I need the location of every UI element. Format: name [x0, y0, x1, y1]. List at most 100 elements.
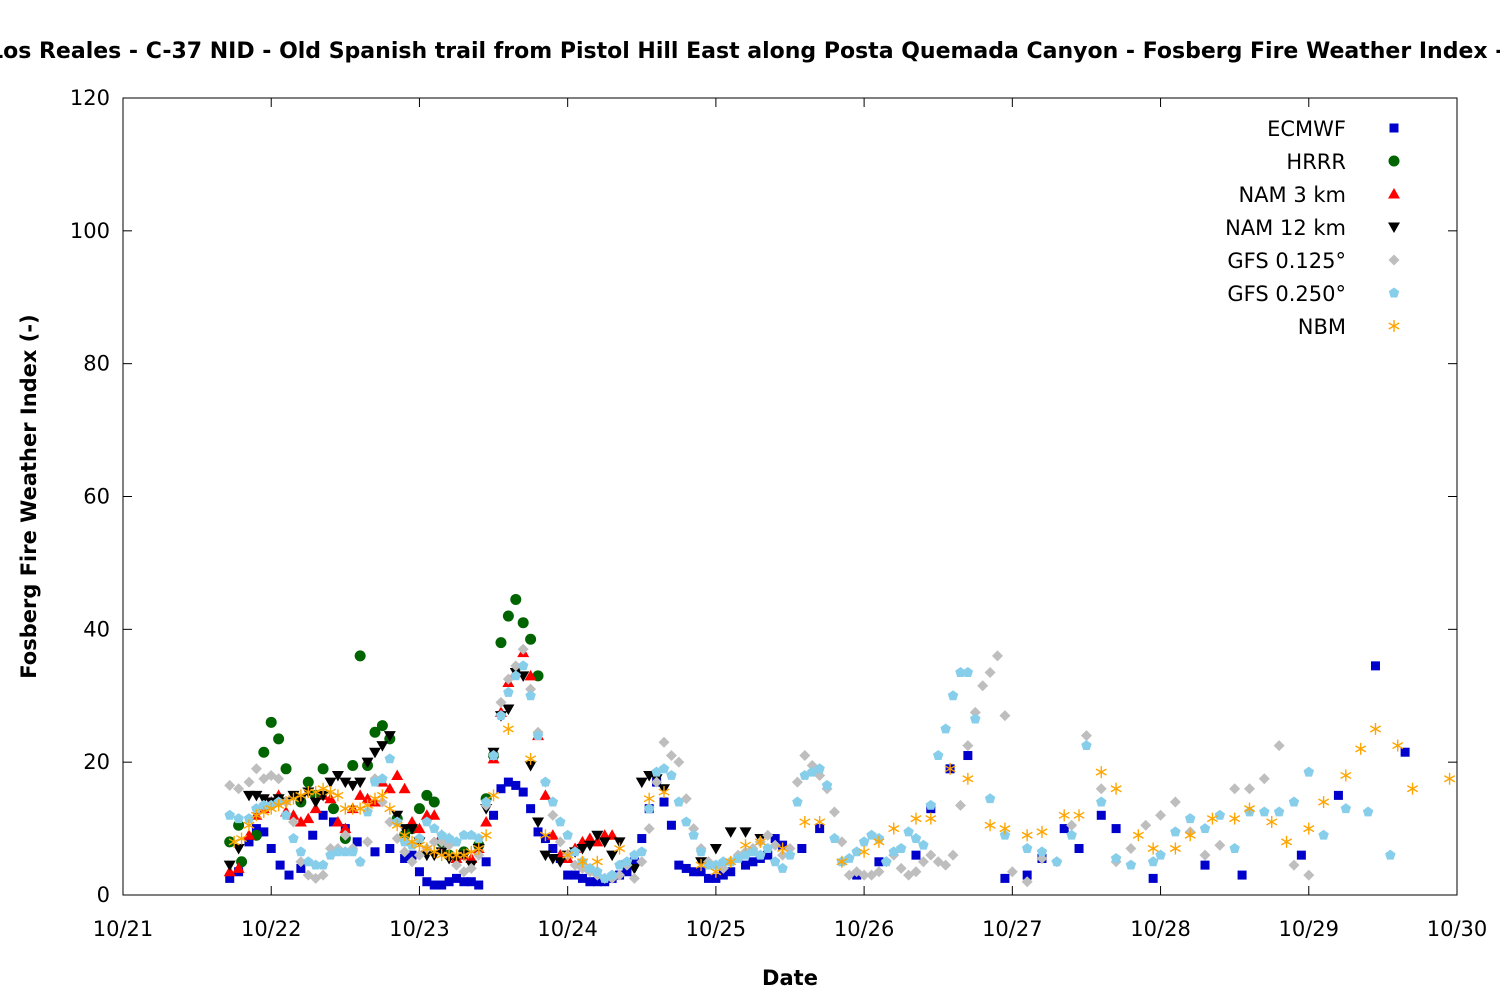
data-point	[1169, 842, 1181, 855]
data-point	[251, 824, 261, 834]
data-point	[910, 833, 922, 843]
data-point	[651, 766, 662, 777]
data-point	[331, 770, 344, 782]
data-point	[317, 869, 329, 881]
data-point	[918, 839, 929, 850]
data-point	[932, 750, 944, 760]
data-point	[555, 816, 566, 827]
data-point	[391, 819, 403, 832]
data-point	[1318, 829, 1329, 840]
data-point	[503, 686, 514, 697]
data-point	[658, 786, 670, 799]
data-point	[428, 809, 441, 820]
data-point	[621, 856, 633, 867]
data-point	[547, 796, 559, 807]
data-point	[1059, 824, 1069, 834]
data-point	[739, 827, 752, 838]
data-point	[1206, 812, 1218, 825]
data-point	[302, 812, 315, 824]
x-tick-label: 10/23	[389, 917, 450, 941]
data-point	[962, 772, 974, 785]
data-point	[533, 827, 543, 837]
data-point	[925, 799, 937, 810]
data-point	[1392, 739, 1404, 752]
data-point	[510, 593, 522, 605]
data-point	[370, 847, 380, 857]
plot-area	[223, 593, 1456, 890]
data-point	[376, 741, 389, 752]
data-point	[614, 859, 625, 870]
data-point	[1170, 826, 1181, 837]
data-point	[628, 863, 641, 875]
data-point	[1022, 870, 1032, 880]
data-point	[754, 835, 766, 848]
data-point	[940, 723, 951, 734]
y-tick-label: 20	[83, 750, 110, 774]
data-point	[836, 855, 848, 868]
data-point	[873, 866, 885, 878]
data-point	[591, 855, 603, 868]
data-point	[1273, 806, 1285, 817]
data-point	[517, 643, 529, 655]
data-point	[643, 823, 655, 835]
data-point	[414, 867, 424, 877]
x-axis-label: Date	[762, 966, 818, 990]
data-point	[384, 802, 396, 815]
data-point	[844, 852, 855, 863]
data-point	[421, 816, 433, 827]
data-point	[347, 759, 359, 771]
data-point	[228, 835, 240, 848]
data-point	[480, 796, 492, 807]
data-point	[695, 846, 707, 857]
data-point	[1229, 812, 1241, 825]
axes: 10/21 10/22 10/23 10/24 10/25 10/26 10/27 10/28…	[70, 86, 1487, 941]
data-point	[452, 873, 461, 883]
data-point	[339, 829, 351, 841]
data-point	[391, 769, 404, 780]
data-point	[236, 832, 248, 845]
data-point	[1110, 852, 1122, 863]
data-point	[576, 855, 589, 868]
data-point	[511, 780, 521, 790]
data-point	[739, 839, 752, 852]
legend-marker	[1388, 254, 1400, 266]
data-point	[1288, 859, 1300, 871]
data-point	[888, 822, 900, 835]
data-point	[546, 853, 559, 865]
data-point	[1303, 822, 1315, 835]
data-point	[465, 845, 477, 858]
data-point	[369, 776, 381, 787]
data-point	[406, 824, 419, 835]
data-point	[465, 862, 477, 874]
x-tick-label: 10/29	[1279, 917, 1340, 941]
data-point	[481, 857, 491, 867]
data-point	[1169, 796, 1181, 808]
data-point	[969, 706, 981, 718]
data-point	[473, 849, 485, 861]
data-point	[718, 870, 728, 880]
data-point	[308, 830, 318, 840]
data-point	[413, 822, 426, 834]
data-point	[992, 650, 1004, 662]
data-point	[251, 803, 262, 814]
x-tick-label: 10/21	[93, 917, 154, 941]
x-tick-label: 10/25	[686, 917, 747, 941]
data-point	[539, 829, 551, 842]
data-point	[797, 844, 807, 854]
data-point	[406, 835, 418, 848]
data-point	[1340, 803, 1352, 814]
data-point	[1074, 844, 1084, 854]
data-point	[295, 846, 307, 857]
data-point	[1155, 849, 1166, 860]
data-point	[318, 810, 328, 820]
data-point	[539, 850, 552, 862]
data-point	[383, 731, 396, 742]
data-point	[407, 850, 417, 860]
data-point	[643, 792, 655, 805]
data-point	[592, 866, 603, 877]
data-point	[473, 833, 484, 843]
data-point	[327, 803, 339, 815]
data-point	[258, 746, 270, 758]
data-point	[903, 826, 914, 837]
y-tick-label: 120	[70, 86, 110, 110]
